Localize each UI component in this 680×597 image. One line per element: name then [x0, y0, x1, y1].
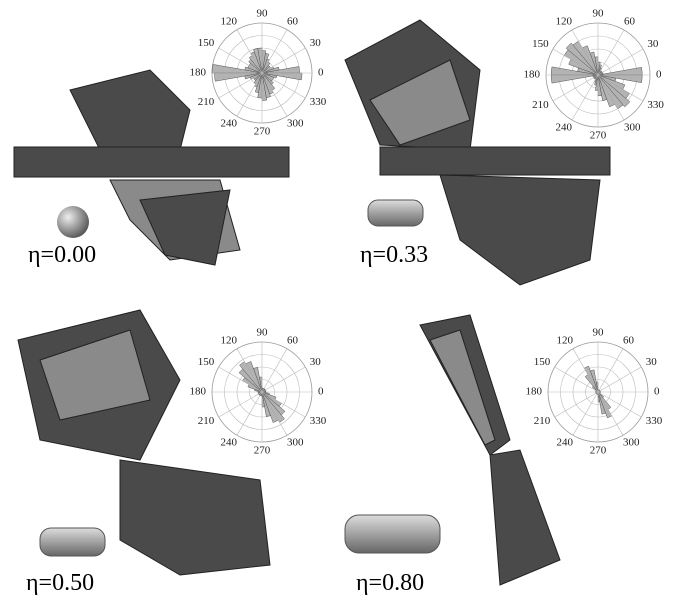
grid-line [597, 366, 642, 393]
grid-line [572, 391, 599, 436]
angle-tick-label: 0 [318, 67, 324, 79]
angle-tick-label: 330 [646, 415, 663, 427]
angle-tick-label: 120 [556, 16, 573, 28]
angle-tick-label: 300 [287, 437, 304, 449]
angle-tick-label: 60 [623, 334, 635, 346]
grid-line [571, 29, 599, 76]
grid-line [218, 72, 263, 99]
grid-line [554, 391, 599, 418]
angle-tick-label: 60 [287, 15, 299, 27]
eta-label: η=0.33 [360, 242, 428, 268]
angle-tick-label: 210 [198, 415, 215, 427]
bar [261, 391, 270, 395]
grid-line [261, 47, 306, 74]
angle-tick-label: 120 [221, 334, 238, 346]
angle-tick-label: 0 [318, 386, 324, 398]
bar [254, 389, 263, 393]
grid-line [597, 74, 625, 121]
angle-tick-label: 330 [310, 96, 327, 108]
angle-tick-label: 60 [624, 16, 636, 28]
angle-tick-label: 90 [593, 327, 605, 339]
grid-line [236, 72, 263, 117]
grid-line [572, 348, 599, 393]
angle-tick-label: 330 [647, 99, 664, 111]
angle-tick-label: 330 [310, 415, 327, 427]
eta-label: η=0.80 [356, 570, 424, 596]
grid-line [261, 29, 288, 74]
angle-tick-label: 270 [254, 126, 271, 138]
grid-line [236, 391, 263, 436]
eta-label: η=0.50 [26, 570, 94, 596]
grid-line [261, 366, 306, 393]
angle-tick-label: 120 [221, 15, 238, 27]
bar [261, 391, 286, 416]
grid-line [218, 391, 263, 418]
grid-line [552, 48, 599, 76]
grid-line [236, 348, 263, 393]
angle-tick-label: 150 [534, 356, 551, 368]
grid-line [261, 391, 288, 436]
grid-line [597, 391, 624, 436]
angle-tick-label: 30 [646, 356, 658, 368]
grid-line [571, 74, 599, 121]
angle-tick-label: 300 [623, 437, 640, 449]
angle-tick-label: 300 [624, 121, 641, 133]
angle-tick-label: 150 [198, 37, 215, 49]
angle-tick-label: 240 [221, 118, 238, 130]
grid-line [261, 72, 306, 99]
grid-line [261, 391, 306, 418]
angle-tick-label: 180 [190, 386, 207, 398]
angle-tick-label: 0 [654, 386, 660, 398]
angle-tick-label: 90 [257, 8, 269, 20]
grid-line [554, 366, 599, 393]
bar [261, 72, 274, 85]
angle-tick-label: 150 [532, 38, 549, 50]
grid-line [597, 391, 642, 418]
bar [565, 42, 599, 76]
bar [597, 74, 631, 108]
grid-line [597, 348, 624, 393]
grid-line [236, 29, 263, 74]
angle-tick-label: 0 [656, 69, 662, 81]
angle-tick-label: 270 [254, 445, 271, 457]
angle-tick-label: 180 [526, 386, 543, 398]
bar [238, 368, 263, 393]
angle-tick-label: 90 [593, 8, 605, 20]
angle-tick-label: 150 [198, 356, 215, 368]
angle-tick-label: 120 [557, 334, 574, 346]
angle-tick-label: 240 [221, 437, 238, 449]
angle-tick-label: 240 [556, 121, 573, 133]
grid-line [552, 74, 599, 102]
angle-tick-label: 180 [190, 67, 207, 79]
angle-tick-label: 30 [310, 356, 322, 368]
angle-tick-label: 210 [532, 99, 549, 111]
grid-line [218, 47, 263, 74]
packing-render [13, 19, 611, 586]
grid-line [597, 74, 644, 102]
angle-tick-label: 210 [198, 96, 215, 108]
angle-tick-label: 210 [534, 415, 551, 427]
angle-tick-label: 180 [524, 69, 541, 81]
grid-line [261, 348, 288, 393]
grid-line [218, 366, 263, 393]
angle-tick-label: 30 [647, 38, 659, 50]
bar [248, 59, 263, 74]
angle-tick-label: 270 [590, 130, 607, 142]
angle-tick-label: 240 [557, 437, 574, 449]
angle-tick-label: 270 [590, 445, 607, 457]
angle-tick-label: 60 [287, 334, 299, 346]
grid-line [261, 72, 288, 117]
grid-line [597, 48, 644, 76]
angle-tick-label: 300 [287, 118, 304, 130]
angle-tick-label: 90 [257, 327, 269, 339]
eta-label: η=0.00 [28, 242, 96, 268]
grid-line [597, 29, 625, 76]
angle-tick-label: 30 [310, 37, 322, 49]
